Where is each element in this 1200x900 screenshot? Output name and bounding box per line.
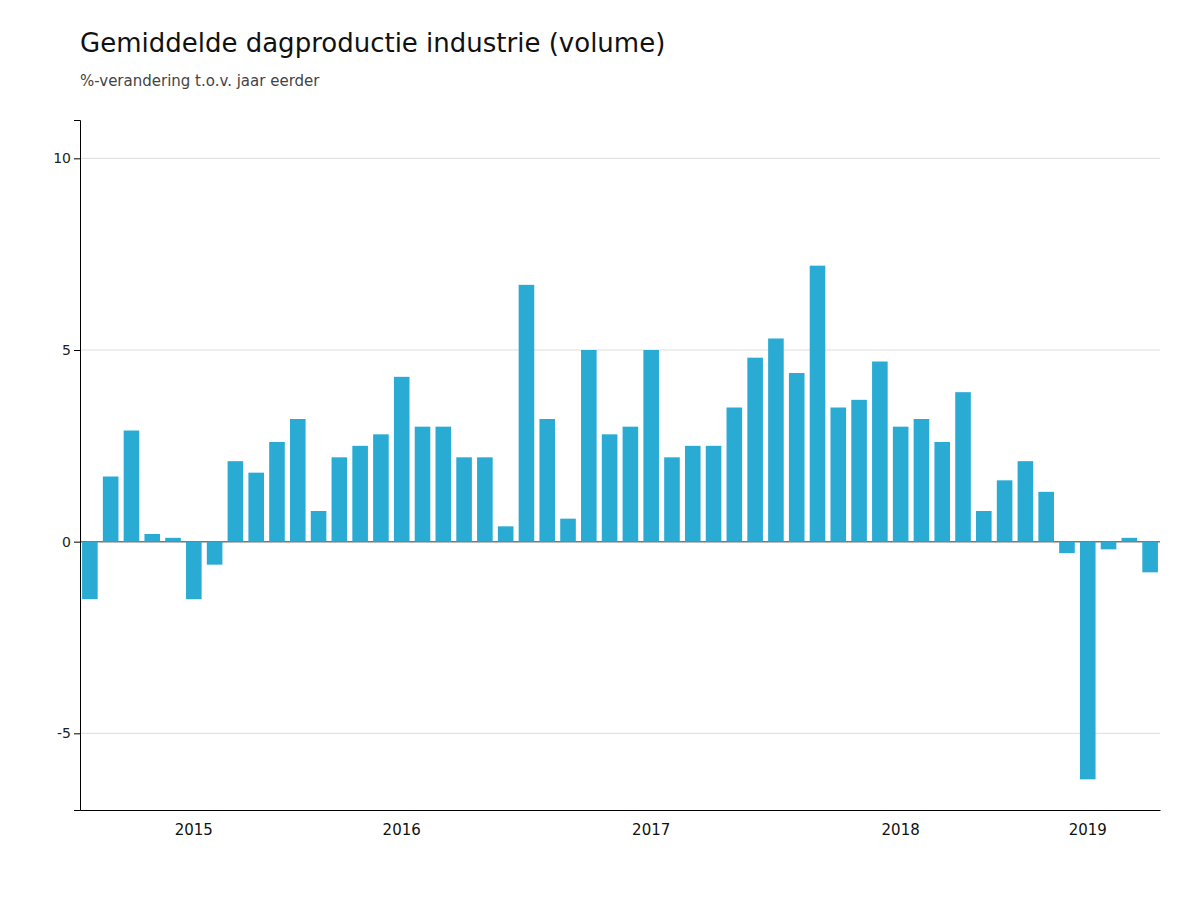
bar bbox=[851, 400, 867, 542]
bar bbox=[352, 446, 368, 542]
x-axis-line bbox=[81, 810, 1161, 811]
y-tick-mark bbox=[74, 158, 80, 159]
bar bbox=[830, 408, 846, 542]
y-tick-label: -5 bbox=[57, 725, 71, 741]
x-tick-label: 2016 bbox=[383, 821, 421, 839]
grid-line bbox=[80, 158, 1160, 159]
y-tick-label: 5 bbox=[62, 342, 71, 358]
y-tick-mark bbox=[74, 542, 80, 543]
grid bbox=[80, 158, 1160, 733]
bar bbox=[664, 457, 680, 541]
bar bbox=[477, 457, 493, 541]
bar bbox=[228, 461, 244, 541]
bar bbox=[914, 419, 930, 542]
bar bbox=[165, 538, 181, 542]
bar bbox=[456, 457, 472, 541]
bar bbox=[435, 427, 451, 542]
bar bbox=[789, 373, 805, 542]
plot: -5 0 5 10 2015 2016 2017 2018 2019 bbox=[53, 121, 1160, 839]
bar bbox=[623, 427, 639, 542]
bar bbox=[124, 431, 140, 542]
x-tick: 2015 bbox=[175, 821, 213, 839]
bar bbox=[1018, 461, 1034, 541]
bar bbox=[955, 392, 971, 541]
bar bbox=[311, 511, 327, 542]
bar bbox=[332, 457, 348, 541]
bar bbox=[1059, 542, 1075, 554]
bars bbox=[82, 266, 1158, 780]
x-axis: 2015 2016 2017 2018 2019 bbox=[81, 811, 1161, 839]
bar bbox=[1080, 542, 1096, 780]
y-tick-mark bbox=[74, 733, 80, 734]
y-tick-label: 0 bbox=[62, 534, 71, 550]
grid-line bbox=[80, 350, 1160, 351]
bar bbox=[290, 419, 306, 542]
bar bbox=[727, 408, 743, 542]
x-tick-label: 2018 bbox=[882, 821, 920, 839]
bar bbox=[560, 519, 576, 542]
title: Gemiddelde dagproductie industrie (volum… bbox=[80, 28, 665, 58]
bar bbox=[872, 362, 888, 542]
x-tick-label: 2017 bbox=[632, 821, 670, 839]
subtitle: %-verandering t.o.v. jaar eerder bbox=[80, 72, 320, 90]
bar bbox=[581, 350, 597, 542]
bar bbox=[1142, 542, 1158, 573]
x-tick-label: 2015 bbox=[175, 821, 213, 839]
y-tick: 0 bbox=[62, 534, 80, 550]
bar bbox=[976, 511, 992, 542]
bar bbox=[1038, 492, 1054, 542]
bar bbox=[186, 542, 202, 600]
bar bbox=[144, 534, 160, 542]
bar bbox=[747, 358, 763, 542]
y-tick-label: 10 bbox=[53, 150, 71, 166]
grid-line bbox=[80, 733, 1160, 734]
bar bbox=[810, 266, 826, 542]
bar bbox=[415, 427, 431, 542]
chart: Gemiddelde dagproductie industrie (volum… bbox=[0, 0, 1200, 900]
bar bbox=[934, 442, 950, 542]
y-axis-line bbox=[74, 121, 81, 811]
y-tick: -5 bbox=[57, 725, 80, 741]
bar bbox=[519, 285, 535, 542]
bar bbox=[893, 427, 909, 542]
bar bbox=[103, 477, 119, 542]
bar bbox=[82, 542, 98, 600]
y-tick-mark bbox=[74, 350, 80, 351]
y-tick: 5 bbox=[62, 342, 80, 358]
bar bbox=[498, 526, 514, 541]
bar bbox=[997, 480, 1013, 541]
bar bbox=[248, 473, 264, 542]
bar bbox=[768, 339, 784, 542]
bar bbox=[539, 419, 555, 542]
bar bbox=[373, 434, 389, 541]
x-tick: 2018 bbox=[882, 821, 920, 839]
x-tick: 2016 bbox=[383, 821, 421, 839]
bar bbox=[1122, 538, 1138, 542]
bar bbox=[1101, 542, 1117, 550]
bar bbox=[602, 434, 618, 541]
bar bbox=[207, 542, 223, 565]
y-tick: 10 bbox=[53, 150, 80, 166]
bar bbox=[269, 442, 285, 542]
bar bbox=[394, 377, 410, 542]
x-tick-label: 2019 bbox=[1069, 821, 1107, 839]
x-tick: 2017 bbox=[632, 821, 670, 839]
bar bbox=[706, 446, 722, 542]
y-axis: -5 0 5 10 bbox=[53, 121, 80, 811]
x-tick: 2019 bbox=[1069, 821, 1107, 839]
bar bbox=[685, 446, 701, 542]
bar bbox=[643, 350, 659, 542]
